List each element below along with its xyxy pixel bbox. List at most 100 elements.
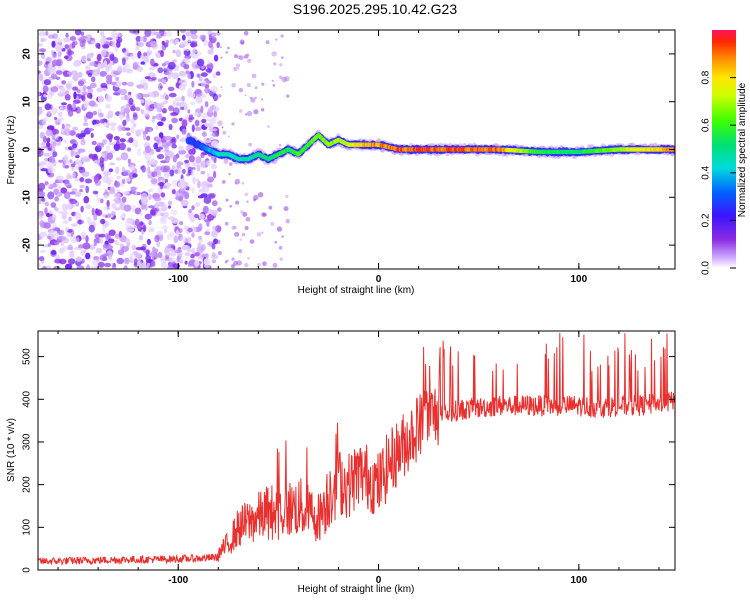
spectrogram-ylabel: Frequency (Hz) — [6, 116, 17, 185]
noise-speck — [150, 209, 156, 216]
noise-speck — [80, 31, 85, 37]
noise-speck — [81, 95, 85, 101]
noise-speck — [153, 197, 162, 202]
noise-speck — [178, 228, 183, 234]
noise-speck — [93, 241, 97, 247]
noise-speck — [103, 262, 112, 268]
noise-speck — [146, 135, 151, 141]
noise-speck — [86, 86, 92, 90]
noise-speck — [242, 211, 248, 217]
noise-speck — [202, 205, 209, 214]
noise-speck — [187, 249, 192, 253]
noise-speck — [108, 168, 114, 173]
noise-speck — [98, 112, 104, 118]
noise-speck — [200, 80, 206, 88]
noise-speck — [201, 112, 209, 118]
noise-speck — [199, 160, 206, 169]
noise-speck — [235, 200, 240, 205]
noise-speck — [149, 251, 157, 258]
noise-speck — [109, 122, 117, 126]
noise-speck — [93, 213, 98, 221]
noise-speck — [155, 136, 161, 141]
noise-speck — [39, 219, 45, 227]
noise-speck — [83, 122, 89, 126]
noise-speck — [187, 109, 191, 114]
noise-speck — [141, 165, 146, 173]
noise-speck — [97, 62, 101, 71]
noise-speck — [257, 192, 264, 198]
noise-speck — [183, 40, 189, 47]
noise-speck — [78, 219, 82, 225]
noise-speck — [210, 85, 219, 93]
noise-speck — [174, 249, 182, 254]
noise-speck — [213, 95, 219, 101]
noise-speck — [211, 200, 218, 207]
noise-speck — [247, 58, 252, 64]
noise-speck — [126, 228, 135, 232]
noise-speck — [165, 182, 169, 186]
noise-speck — [147, 188, 154, 193]
noise-speck — [103, 194, 109, 199]
noise-speck — [61, 123, 65, 130]
noise-speck — [75, 256, 83, 262]
noise-speck — [143, 249, 151, 254]
noise-speck — [93, 119, 100, 125]
noise-speck — [200, 182, 208, 189]
noise-speck — [116, 257, 125, 265]
noise-speck — [144, 213, 152, 220]
noise-speck — [179, 145, 184, 152]
noise-speck — [145, 265, 150, 269]
noise-speck — [238, 109, 243, 113]
noise-speck — [64, 44, 70, 49]
noise-speck — [63, 55, 69, 60]
noise-speck — [83, 85, 87, 92]
noise-speck — [167, 86, 175, 92]
noise-speck — [171, 138, 176, 143]
noise-speck — [197, 235, 203, 240]
noise-speck — [220, 86, 223, 89]
noise-speck — [64, 90, 70, 96]
noise-speck — [213, 170, 217, 179]
noise-speck — [169, 38, 175, 44]
noise-speck — [188, 116, 195, 120]
noise-speck — [240, 210, 244, 214]
noise-speck — [161, 204, 168, 212]
noise-speck — [183, 104, 188, 111]
noise-speck — [89, 62, 95, 67]
noise-speck — [212, 116, 219, 120]
noise-speck — [197, 242, 202, 249]
noise-speck — [123, 169, 131, 177]
noise-speck — [254, 96, 257, 100]
noise-speck — [96, 53, 102, 62]
colorbar-label: Normalized spectral amplitude — [737, 82, 748, 217]
noise-speck — [176, 134, 180, 140]
noise-speck — [79, 177, 85, 182]
noise-speck — [155, 113, 163, 121]
noise-speck — [128, 98, 134, 105]
noise-speck — [80, 139, 86, 146]
noise-speck — [72, 172, 76, 180]
noise-speck — [187, 87, 193, 94]
noise-speck — [132, 251, 139, 255]
noise-speck — [48, 209, 53, 215]
noise-speck — [161, 40, 165, 46]
noise-speck — [111, 211, 116, 216]
noise-speck — [47, 62, 53, 68]
noise-speck — [136, 223, 142, 230]
noise-speck — [49, 229, 57, 237]
noise-speck — [42, 244, 50, 248]
noise-speck — [216, 31, 221, 36]
noise-speck — [213, 110, 217, 118]
noise-speck — [191, 248, 195, 253]
noise-speck — [122, 235, 127, 243]
noise-speck — [83, 157, 91, 162]
noise-speck — [246, 200, 249, 203]
noise-speck — [170, 244, 176, 249]
noise-speck — [161, 142, 167, 148]
noise-speck — [109, 186, 115, 192]
noise-speck — [283, 206, 289, 212]
noise-speck — [262, 212, 267, 217]
noise-speck — [181, 119, 188, 128]
